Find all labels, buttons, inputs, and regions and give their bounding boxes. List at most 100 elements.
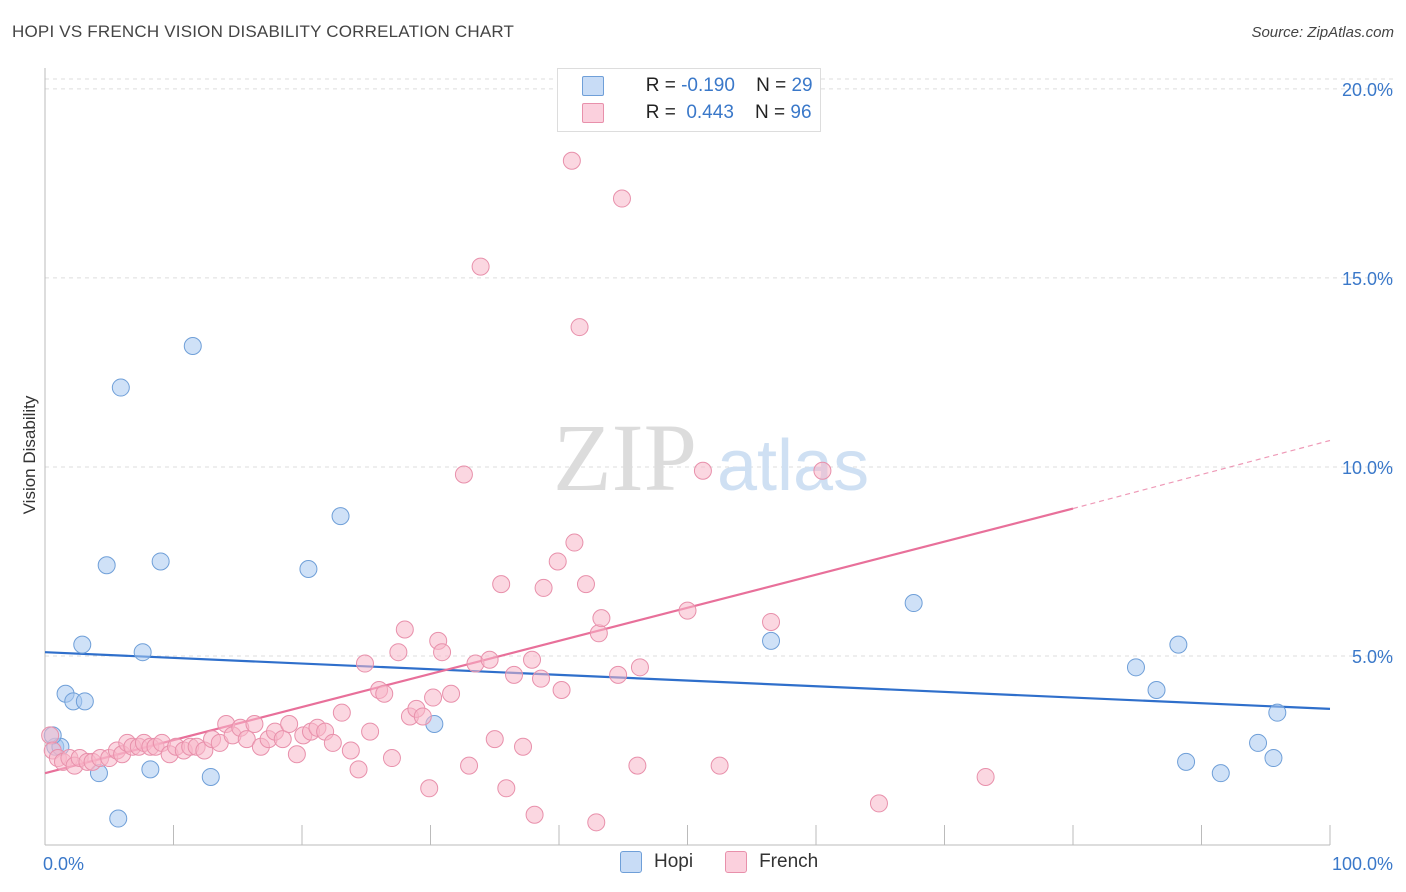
data-point-hopi — [201, 767, 220, 786]
data-point-french — [361, 722, 380, 741]
data-point-french — [525, 805, 544, 824]
data-point-hopi — [183, 336, 202, 355]
legend-swatch-hopi — [582, 76, 604, 96]
correlation-legend: R = -0.190 N = 29 R = 0.443 N = 96 — [557, 68, 821, 132]
y-tick-label: 10.0% — [1342, 458, 1393, 478]
data-point-hopi — [1264, 749, 1283, 768]
legend-row-hopi: R = -0.190 N = 29 — [582, 73, 813, 99]
data-point-french — [609, 665, 628, 684]
series-label-french: French — [759, 851, 819, 872]
series-legend-hopi: Hopi — [620, 851, 693, 873]
gridlines — [45, 78, 1395, 657]
legend-r-label: R = — [645, 102, 682, 123]
axes — [44, 68, 1331, 846]
trend-line-french — [44, 507, 1074, 775]
legend-r-label: R = — [645, 75, 682, 96]
legend-r-value-french: 0.443 — [681, 102, 734, 123]
data-point-french — [762, 612, 781, 631]
data-point-french — [273, 730, 292, 749]
watermark-atlas: atlas — [717, 426, 869, 506]
data-point-french — [41, 726, 60, 745]
data-point-hopi — [1169, 635, 1188, 654]
data-point-hopi — [1268, 703, 1287, 722]
data-point-french — [413, 707, 432, 726]
legend-r-value-hopi: -0.190 — [681, 75, 735, 96]
trend-line-extension-french — [1072, 439, 1331, 510]
data-point-french — [341, 741, 360, 760]
data-point-hopi — [1177, 752, 1196, 771]
data-point-hopi — [299, 560, 318, 579]
y-tick-label: 20.0% — [1342, 80, 1393, 100]
watermark: ZIP atlas — [553, 404, 869, 511]
legend-n-label: N = — [755, 102, 791, 123]
data-point-french — [349, 760, 368, 779]
data-point-french — [480, 650, 499, 669]
data-point-french — [460, 756, 479, 775]
data-point-french — [375, 684, 394, 703]
data-point-hopi — [73, 635, 92, 654]
data-point-french — [355, 654, 374, 673]
data-point-french — [424, 688, 443, 707]
y-axis-label: Vision Disability — [20, 395, 39, 514]
data-point-french — [570, 318, 589, 337]
data-point-french — [562, 151, 581, 170]
data-point-french — [548, 552, 567, 571]
series-legend-french: French — [725, 851, 818, 873]
data-point-french — [592, 609, 611, 628]
data-point-french — [492, 575, 511, 594]
data-point-french — [523, 650, 542, 669]
data-point-french — [332, 703, 351, 722]
data-point-french — [589, 624, 608, 643]
x-tick-label: 0.0% — [43, 854, 84, 874]
data-point-hopi — [1211, 764, 1230, 783]
data-point-hopi — [1126, 658, 1145, 677]
data-point-french — [433, 643, 452, 662]
data-point-french — [710, 756, 729, 775]
data-point-french — [485, 730, 504, 749]
data-point-hopi — [151, 552, 170, 571]
data-point-french — [497, 779, 516, 798]
data-point-french — [454, 465, 473, 484]
data-point-french — [628, 756, 647, 775]
data-point-french — [534, 578, 553, 597]
data-point-french — [587, 813, 606, 832]
data-point-french — [323, 733, 342, 752]
data-point-hopi — [75, 692, 94, 711]
data-point-french — [382, 749, 401, 768]
data-point-hopi — [133, 643, 152, 662]
data-point-french — [471, 257, 490, 276]
data-point-hopi — [1249, 733, 1268, 752]
data-point-french — [612, 189, 631, 208]
data-point-french — [552, 681, 571, 699]
data-point-french — [565, 533, 584, 552]
data-point-hopi — [111, 378, 130, 397]
watermark-zip: ZIP — [553, 404, 697, 511]
data-point-french — [576, 575, 595, 594]
data-point-hopi — [762, 631, 781, 650]
legend-swatch-french — [582, 103, 604, 123]
y-tick-label: 15.0% — [1342, 269, 1393, 289]
y-tick-label: 5.0% — [1352, 647, 1393, 667]
trend-line-hopi — [44, 651, 1331, 711]
series-label-hopi: Hopi — [654, 851, 694, 872]
data-point-french — [869, 794, 888, 813]
data-point-french — [678, 601, 697, 620]
data-point-french — [813, 461, 832, 480]
data-point-french — [514, 737, 533, 756]
data-point-french — [287, 745, 306, 764]
trend-lines — [44, 439, 1331, 775]
data-points — [41, 151, 1287, 832]
chart-title: HOPI VS FRENCH VISION DISABILITY CORRELA… — [12, 22, 515, 41]
data-point-french — [976, 767, 995, 786]
source-label: Source: ZipAtlas.com — [1251, 24, 1394, 41]
series-swatch-hopi — [620, 851, 642, 873]
data-point-french — [420, 779, 439, 798]
x-tick-labels: 0.0% 100.0% — [43, 854, 1393, 874]
data-point-hopi — [141, 760, 160, 779]
data-point-french — [693, 461, 712, 480]
data-point-french — [505, 665, 524, 684]
data-point-french — [389, 643, 408, 662]
data-point-french — [532, 669, 551, 688]
data-point-hopi — [331, 507, 350, 526]
